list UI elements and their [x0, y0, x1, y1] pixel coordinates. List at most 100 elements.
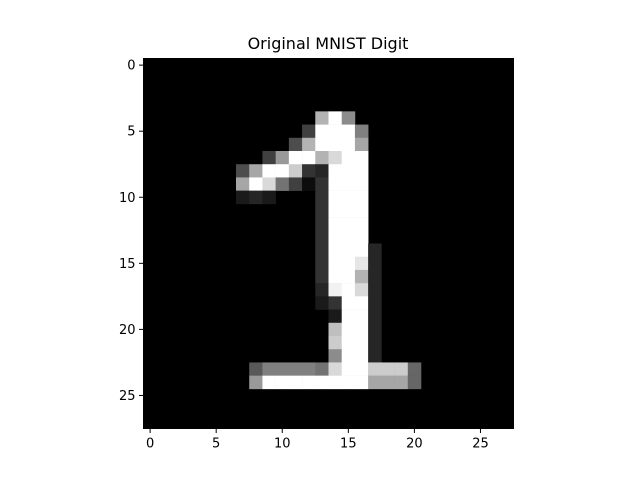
pixel-cell: [368, 322, 382, 337]
pixel-cell: [302, 164, 316, 178]
pixel-cell: [328, 349, 343, 363]
y-tick-label: 0: [127, 59, 135, 74]
pixel-cell: [302, 177, 316, 191]
pixel-cell: [315, 124, 329, 139]
x-tick-label: 5: [212, 437, 220, 452]
pixel-cell: [328, 164, 343, 178]
pixel-cell: [341, 151, 356, 165]
pixel-cell: [341, 111, 356, 125]
pixel-cell: [328, 309, 343, 324]
pixel-cell: [328, 177, 343, 191]
pixel-cell: [354, 362, 369, 376]
pixel-cell: [354, 203, 369, 218]
pixel-cell: [315, 230, 329, 244]
pixel-cell: [341, 375, 356, 390]
pixel-cell: [381, 362, 395, 376]
pixel-cell: [368, 362, 382, 376]
pixel-cell: [341, 190, 356, 205]
pixel-cell: [275, 164, 290, 178]
pixel-cell: [328, 217, 343, 231]
pixel-cell: [341, 283, 356, 297]
pixel-cell: [302, 375, 316, 390]
pixel-cell: [288, 177, 303, 191]
pixel-cell: [341, 309, 356, 324]
pixel-cell: [368, 309, 382, 324]
pixel-cell: [275, 362, 290, 376]
pixel-cell: [288, 362, 303, 376]
pixel-cell: [341, 349, 356, 363]
pixel-cell: [354, 336, 369, 350]
pixel-cell: [262, 375, 276, 390]
pixel-cell: [302, 124, 316, 139]
pixel-cell: [368, 283, 382, 297]
pixel-cell: [354, 283, 369, 297]
pixel-cell: [315, 269, 329, 284]
pixel-cell: [302, 362, 316, 376]
pixel-cell: [354, 322, 369, 337]
pixel-cell: [262, 190, 276, 205]
pixel-cell: [354, 177, 369, 191]
x-tick-label: 25: [472, 437, 489, 452]
pixel-cell: [328, 269, 343, 284]
pixel-cell: [249, 164, 263, 178]
pixel-cell: [354, 296, 369, 310]
pixel-cell: [394, 362, 409, 376]
pixel-cell: [368, 375, 382, 390]
pixel-cell: [341, 296, 356, 310]
pixel-cell: [288, 164, 303, 178]
digit-image: [143, 58, 514, 429]
y-tick-label: 15: [119, 257, 136, 272]
pixel-cell: [328, 137, 343, 152]
pixel-cell: [249, 375, 263, 390]
pixel-cell: [368, 336, 382, 350]
pixel-cell: [315, 203, 329, 218]
pixel-cell: [341, 124, 356, 139]
pixel-cell: [394, 375, 409, 390]
pixel-cell: [354, 309, 369, 324]
pixel-cell: [315, 283, 329, 297]
pixel-cell: [328, 362, 343, 376]
pixel-cell: [288, 375, 303, 390]
pixel-cell: [341, 217, 356, 231]
pixel-cell: [354, 269, 369, 284]
pixel-cell: [315, 362, 329, 376]
pixel-cell: [315, 177, 329, 191]
pixel-cell: [328, 256, 343, 271]
axes-frame: [143, 58, 514, 429]
pixel-cell: [407, 362, 422, 376]
pixel-cell: [315, 137, 329, 152]
pixel-cell: [328, 203, 343, 218]
pixel-cell: [341, 137, 356, 152]
pixel-cell: [275, 177, 290, 191]
pixel-cell: [328, 111, 343, 125]
pixel-cell: [275, 151, 290, 165]
pixel-cell: [236, 177, 250, 191]
pixel-cell: [354, 217, 369, 231]
pixel-cell: [315, 243, 329, 258]
pixel-cell: [341, 322, 356, 337]
pixel-cell: [302, 137, 316, 152]
pixel-cell: [341, 230, 356, 244]
pixel-cell: [354, 190, 369, 205]
pixel-cell: [354, 256, 369, 271]
pixel-cell: [249, 190, 263, 205]
pixel-cell: [354, 151, 369, 165]
pixel-cell: [341, 164, 356, 178]
pixel-cell: [315, 296, 329, 310]
pixel-cell: [354, 124, 369, 139]
x-tick-label: 10: [274, 437, 291, 452]
pixel-cell: [368, 256, 382, 271]
pixel-cell: [236, 164, 250, 178]
pixel-cell: [341, 336, 356, 350]
pixel-cell: [328, 336, 343, 350]
pixel-cell: [407, 375, 422, 390]
chart-title: Original MNIST Digit: [248, 34, 409, 53]
pixel-cell: [368, 269, 382, 284]
y-tick-label: 5: [127, 125, 135, 140]
pixel-cell: [315, 217, 329, 231]
x-tick-label: 15: [340, 437, 357, 452]
pixel-cell: [368, 349, 382, 363]
pixel-cell: [328, 230, 343, 244]
